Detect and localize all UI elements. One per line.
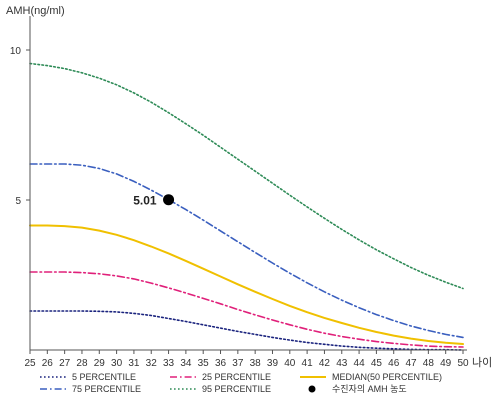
y-tick-label: 10 [10, 46, 22, 57]
x-tick-label: 26 [42, 358, 54, 369]
series-line-1 [29, 271, 464, 348]
x-tick-label: 27 [59, 358, 71, 369]
legend-marker-label: 수진자의 AMH 농도 [332, 384, 407, 394]
x-tick-label: 31 [128, 358, 140, 369]
y-axis-title: AMH(ng/ml) [6, 5, 65, 17]
legend: 5 PERCENTILE 25 PERCENTILE MEDIAN(50 PERCE… [40, 372, 442, 394]
x-tick-label: 35 [198, 358, 210, 369]
x-axis-title: 나이 [472, 356, 492, 369]
x-tick-label: 32 [146, 358, 158, 369]
legend-label-1: 25 PERCENTILE [202, 372, 271, 382]
x-tick-label: 36 [215, 358, 227, 369]
x-tick-label: 49 [440, 358, 452, 369]
y-tick-label: 5 [15, 196, 21, 207]
x-tick-label: 44 [354, 358, 366, 369]
x-tick-label: 46 [388, 358, 400, 369]
x-tick-label: 40 [284, 358, 296, 369]
x-tick-label: 43 [336, 358, 348, 369]
x-tick-label: 47 [405, 358, 417, 369]
legend-label-3: 75 PERCENTILE [72, 384, 141, 394]
x-tick-label: 42 [319, 358, 331, 369]
legend-marker-swatch [308, 385, 316, 393]
series-line-2 [29, 224, 464, 345]
x-tick-label: 29 [94, 358, 106, 369]
x-tick-label: 34 [180, 358, 192, 369]
legend-label-0: 5 PERCENTILE [72, 372, 136, 382]
x-tick-label: 38 [250, 358, 262, 369]
x-tick-label: 33 [163, 358, 175, 369]
x-tick-label: 39 [267, 358, 279, 369]
patient-amh-value-label: 5.01 [133, 194, 157, 208]
x-tick-label: 37 [232, 358, 244, 369]
series-line-4 [29, 62, 464, 290]
series-line-3 [29, 163, 464, 339]
plot-area: 5.01 [29, 62, 464, 351]
series-line-0 [29, 310, 464, 351]
legend-label-2: MEDIAN(50 PERCENTILE) [332, 372, 442, 382]
axes: AMH(ng/ml) 나이 25 26 27 28 29 30 31 32 33 34 35 36 37… [6, 5, 492, 369]
x-tick-label: 30 [111, 358, 123, 369]
patient-amh-point [163, 194, 175, 206]
x-tick-label: 25 [24, 358, 36, 369]
x-tick-label: 50 [457, 358, 469, 369]
x-tick-label: 45 [371, 358, 383, 369]
legend-label-4: 95 PERCENTILE [202, 384, 271, 394]
x-tick-label: 28 [76, 358, 88, 369]
x-tick-label: 41 [302, 358, 314, 369]
x-tick-label: 48 [423, 358, 435, 369]
